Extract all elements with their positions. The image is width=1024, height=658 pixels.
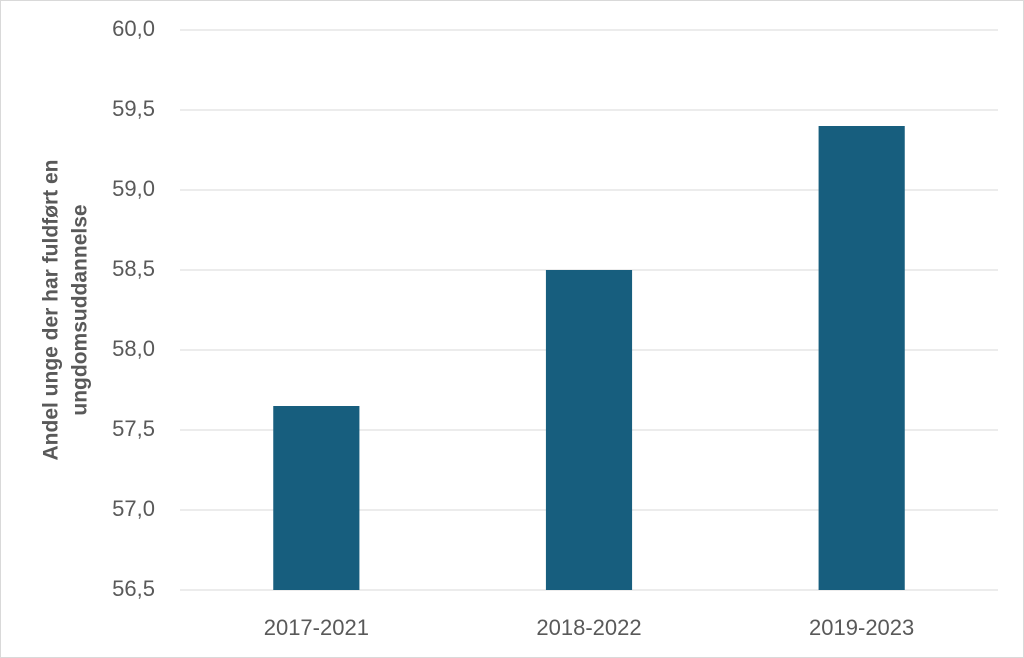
- x-tick-label: 2019-2023: [809, 615, 914, 640]
- y-axis-title-group: Andel unge der har fuldført en ungdomsud…: [40, 159, 92, 460]
- bar: [545, 270, 633, 590]
- y-tick-label: 58,5: [112, 256, 155, 281]
- y-axis-title: ungdomsuddannelse: [69, 204, 92, 415]
- y-tick-label: 59,0: [112, 176, 155, 201]
- x-tick-label: 2018-2022: [536, 615, 641, 640]
- y-tick-label: 58,0: [112, 336, 155, 361]
- y-axis-title: Andel unge der har fuldført en: [40, 159, 63, 460]
- y-tick-label: 59,5: [112, 96, 155, 121]
- y-tick-label: 57,0: [112, 496, 155, 521]
- y-tick-label: 60,0: [112, 16, 155, 41]
- bar: [273, 406, 360, 590]
- y-tick-label: 56,5: [112, 576, 155, 601]
- x-tick-label: 2017-2021: [264, 615, 369, 640]
- y-tick-label: 57,5: [112, 416, 155, 441]
- bar: [818, 126, 905, 590]
